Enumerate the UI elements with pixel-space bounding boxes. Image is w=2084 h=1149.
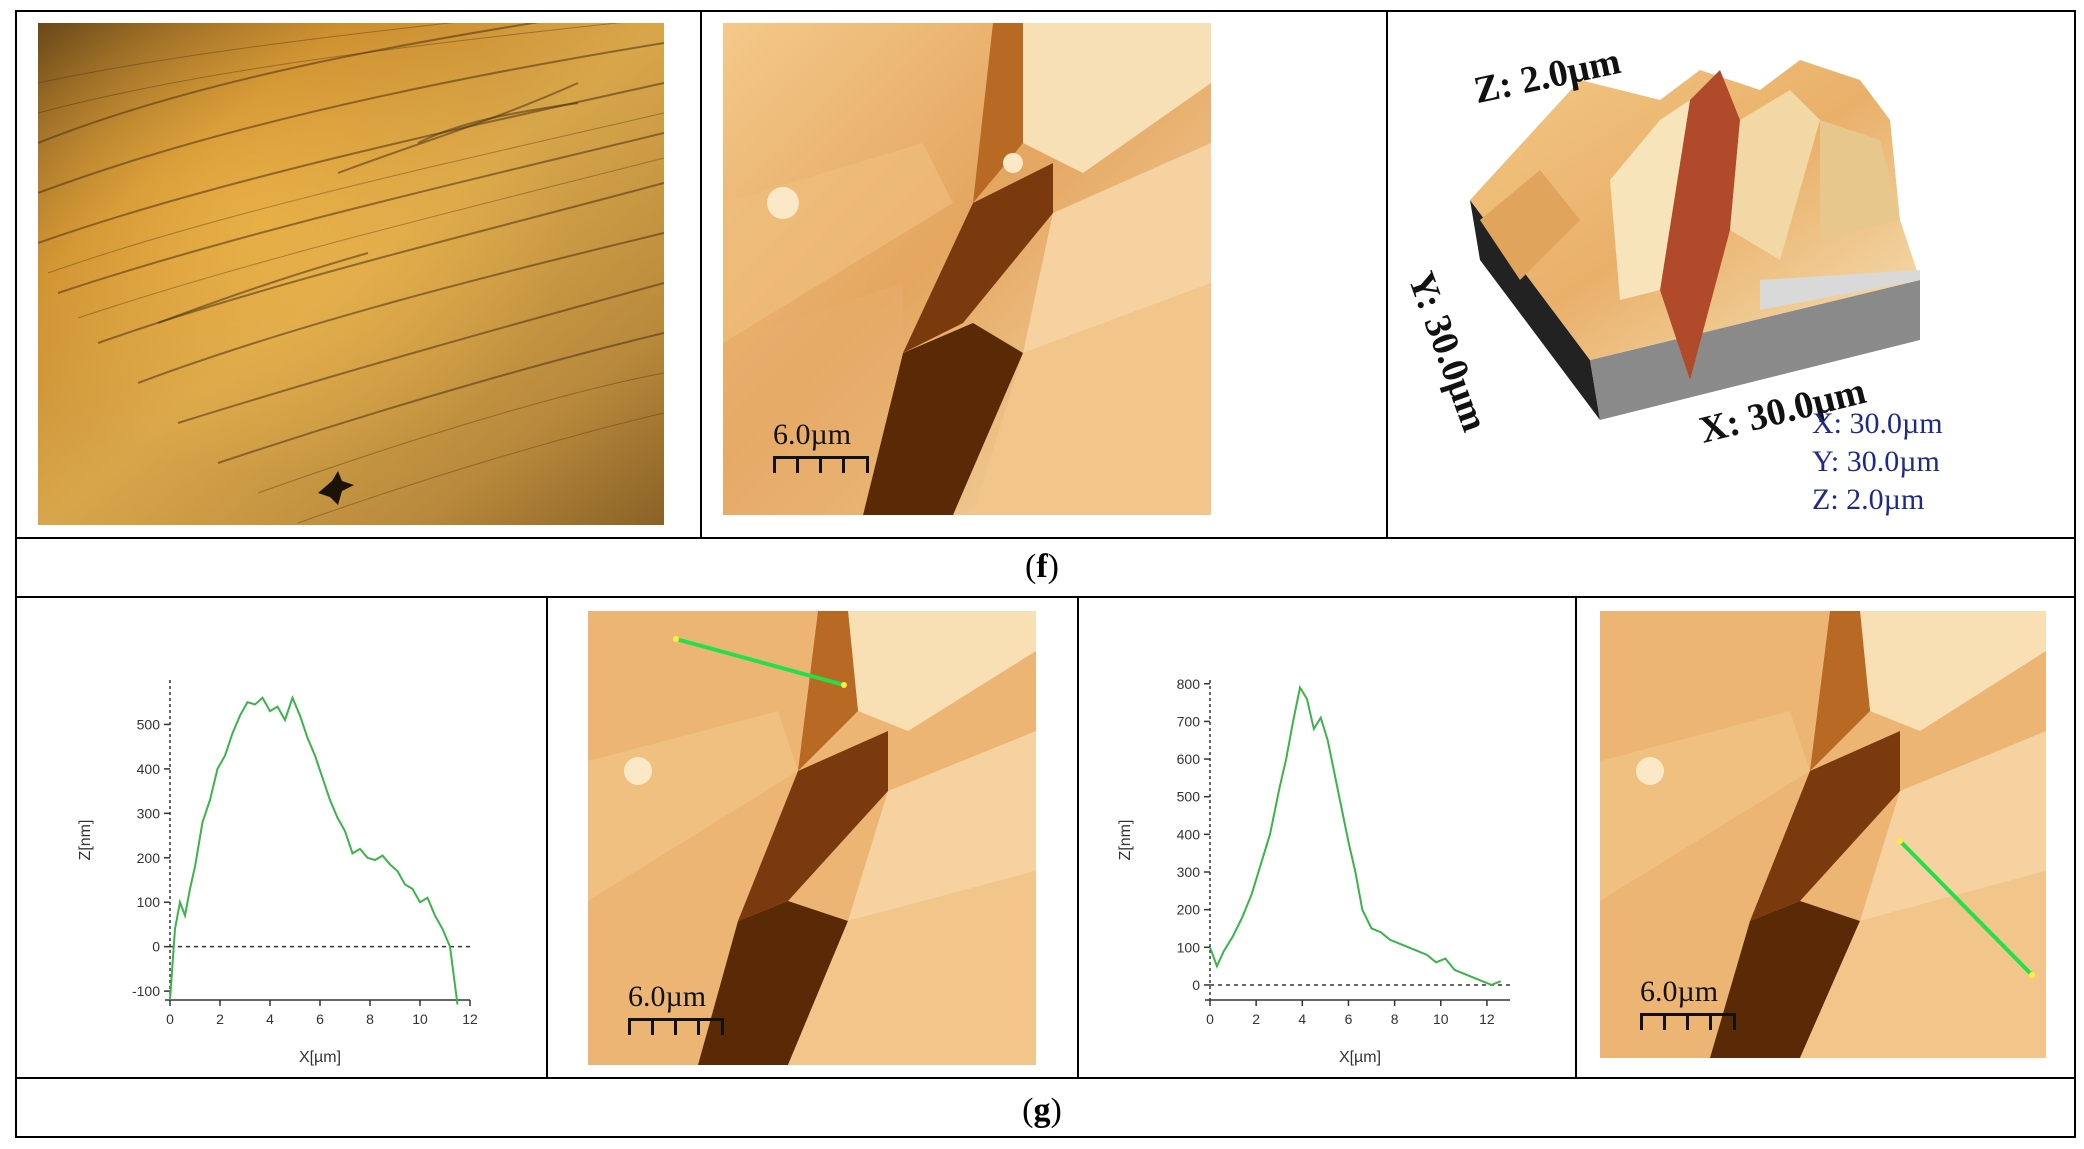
y-tick-label: 300: [1177, 864, 1201, 880]
dimension-legend-x: X: 30.0µm: [1812, 407, 1943, 440]
table-border-top: [15, 10, 2076, 12]
height-profile-chart-2: 0 100 200 300 400 500 600 700 800 0 2 4 6 8 10 12 X[µm] Z…: [1117, 676, 1510, 1066]
scale-bar-ruler: [773, 456, 869, 473]
table-divider-g1: [546, 596, 548, 1078]
y-tick-label: 400: [137, 761, 161, 777]
scale-bar-ruler-g-left: [628, 1018, 724, 1035]
x-tick-label: 6: [1345, 1011, 1353, 1027]
x-tick-label: 12: [462, 1011, 478, 1027]
profile-series-line: [1209, 684, 1502, 987]
y-tick-label: 700: [1177, 713, 1201, 729]
x-tick-label: 0: [166, 1011, 174, 1027]
table-border-right: [2074, 10, 2076, 1138]
y-tick-label: 500: [1177, 789, 1201, 805]
scale-bar-g-right: 6.0µm: [1640, 975, 1736, 1030]
table-border-mid2: [15, 596, 2076, 598]
afm-topography-graphic: [723, 23, 1211, 515]
table-divider-f2: [1386, 10, 1388, 538]
x-tick-label: 2: [1252, 1011, 1260, 1027]
x-tick-label: 4: [266, 1011, 274, 1027]
height-profile-chart-1: -100 0 100 200 300 400 500 0 2 4 6 8 10 12 X[µm] Z[nm]: [77, 680, 478, 1066]
afm-image-with-profile-line-2: [1600, 611, 2046, 1058]
x-axis-label: X[µm]: [1339, 1049, 1381, 1066]
y-tick-label: 200: [137, 850, 161, 866]
scale-bar-label-g-right: 6.0µm: [1640, 975, 1719, 1008]
y-axis-label: Z[nm]: [1117, 820, 1134, 861]
y-tick-label: -100: [132, 983, 160, 999]
x-tick-label: 8: [366, 1011, 374, 1027]
x-tick-label: 12: [1479, 1011, 1495, 1027]
y-tick-label: 200: [1177, 902, 1201, 918]
y-tick-label: 100: [1177, 939, 1201, 955]
profile-marker-line-1: [675, 637, 845, 687]
x-axis-label: X[µm]: [299, 1049, 341, 1066]
dimension-legend-y: Y: 30.0µm: [1812, 445, 1940, 478]
table-divider-g2: [1077, 596, 1079, 1078]
caption-f: (f): [1025, 548, 1059, 585]
afm-image-with-profile-line-1: [588, 611, 1036, 1065]
y-tick-label: 0: [152, 939, 160, 955]
optical-micrograph-image: [38, 23, 664, 525]
afm-image-2-graphic: [1600, 611, 2046, 1058]
y-tick-label: 0: [1192, 977, 1200, 993]
y-tick-label: 600: [1177, 751, 1201, 767]
x-tick-label: 0: [1206, 1011, 1214, 1027]
caption-g-letter: g: [1033, 1092, 1051, 1129]
optical-micrograph: [38, 23, 664, 525]
scale-bar-label: 6.0µm: [773, 418, 852, 451]
table-border-mid1: [15, 537, 2076, 539]
table-border-bottom: [15, 1136, 2076, 1138]
scale-bar: 6.0µm: [773, 418, 869, 473]
afm-image-1-graphic: [588, 611, 1036, 1065]
x-tick-label: 10: [412, 1011, 428, 1027]
y-tick-label: 400: [1177, 826, 1201, 842]
scale-bar-g-left: 6.0µm: [628, 980, 724, 1035]
afm-3d-surface: [1460, 60, 1940, 440]
caption-f-letter: f: [1036, 548, 1048, 585]
x-tick-label: 10: [1433, 1011, 1449, 1027]
dimension-legend-z: Z: 2.0µm: [1812, 483, 1925, 516]
table-border-left: [15, 10, 17, 1138]
profile-marker-line-2: [1898, 839, 2034, 977]
afm-topography-image: [723, 23, 1211, 515]
y-tick-label: 300: [137, 805, 161, 821]
table-border-mid3: [15, 1077, 2076, 1079]
scale-bar-label-g-left: 6.0µm: [628, 980, 707, 1013]
table-divider-g3: [1575, 596, 1577, 1078]
profile-series-line: [169, 694, 459, 1005]
y-tick-label: 500: [137, 716, 161, 732]
y-axis-label: Z[nm]: [77, 820, 94, 861]
y-tick-label: 100: [137, 894, 161, 910]
caption-g: (g): [1022, 1092, 1062, 1129]
x-tick-label: 8: [1391, 1011, 1399, 1027]
table-divider-f1: [700, 10, 702, 538]
x-tick-label: 2: [216, 1011, 224, 1027]
afm-3d-graphic: [1470, 60, 1920, 420]
x-tick-label: 4: [1298, 1011, 1306, 1027]
x-tick-label: 6: [316, 1011, 324, 1027]
y-tick-label: 800: [1177, 676, 1201, 692]
scale-bar-ruler-g-right: [1640, 1013, 1736, 1030]
